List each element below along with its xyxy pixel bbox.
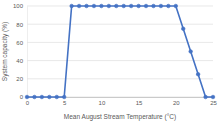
marker xyxy=(107,4,111,8)
x-tick-label: 0 xyxy=(26,100,30,106)
x-tick-label: 20 xyxy=(173,100,180,106)
marker xyxy=(204,95,208,99)
marker xyxy=(122,4,126,8)
x-tick: 10 xyxy=(99,97,106,106)
x-axis-title: Mean August Stream Temperature (°C) xyxy=(64,113,176,121)
marker xyxy=(40,95,44,99)
marker xyxy=(189,50,193,54)
y-tick: 80 xyxy=(16,22,27,28)
marker xyxy=(55,95,59,99)
marker xyxy=(70,4,74,8)
y-tick-label: 60 xyxy=(16,40,23,46)
y-tick: 60 xyxy=(16,40,27,46)
marker xyxy=(211,95,215,99)
y-tick: 100 xyxy=(13,3,27,9)
grid-line xyxy=(27,42,213,43)
grid-line xyxy=(27,24,213,25)
marker xyxy=(174,4,178,8)
marker xyxy=(62,95,66,99)
marker xyxy=(85,4,89,8)
x-tick-label: 15 xyxy=(136,100,143,106)
marker xyxy=(144,4,148,8)
y-axis-line xyxy=(27,7,28,98)
marker xyxy=(181,27,185,31)
y-tick-label: 0 xyxy=(20,94,24,100)
series xyxy=(25,4,215,99)
marker xyxy=(100,4,104,8)
plot-area: 0 5 10 15 20 25 0 20 40 60 80 100 xyxy=(13,3,218,106)
marker xyxy=(159,4,163,8)
y-axis-title: System capacity (%) xyxy=(1,22,9,81)
marker xyxy=(152,4,156,8)
marker xyxy=(137,4,141,8)
y-tick-label: 100 xyxy=(13,3,24,9)
x-tick-label: 10 xyxy=(99,100,106,106)
marker xyxy=(77,4,81,8)
grid-line xyxy=(27,78,213,79)
y-tick-label: 80 xyxy=(16,22,23,28)
y-tick: 20 xyxy=(16,76,27,82)
marker xyxy=(48,95,52,99)
marker xyxy=(25,95,29,99)
grid xyxy=(27,6,213,97)
marker xyxy=(129,4,133,8)
x-tick: 15 xyxy=(136,97,143,106)
marker xyxy=(167,4,171,8)
y-axis: 0 20 40 60 80 100 xyxy=(13,3,28,100)
x-tick: 20 xyxy=(173,97,180,106)
y-tick-label: 20 xyxy=(16,76,23,82)
y-tick-label: 40 xyxy=(16,58,23,64)
marker xyxy=(114,4,118,8)
marker xyxy=(33,95,37,99)
y-tick: 40 xyxy=(16,58,27,64)
x-axis: 0 5 10 15 20 25 xyxy=(26,97,218,106)
grid-line xyxy=(27,60,213,61)
marker xyxy=(196,72,200,76)
marker xyxy=(92,4,96,8)
x-tick-label: 25 xyxy=(210,100,217,106)
x-tick-label: 5 xyxy=(63,100,67,106)
line xyxy=(27,6,213,97)
chart: 0 5 10 15 20 25 0 20 40 60 80 100 Mean August Stream… xyxy=(0,0,220,123)
